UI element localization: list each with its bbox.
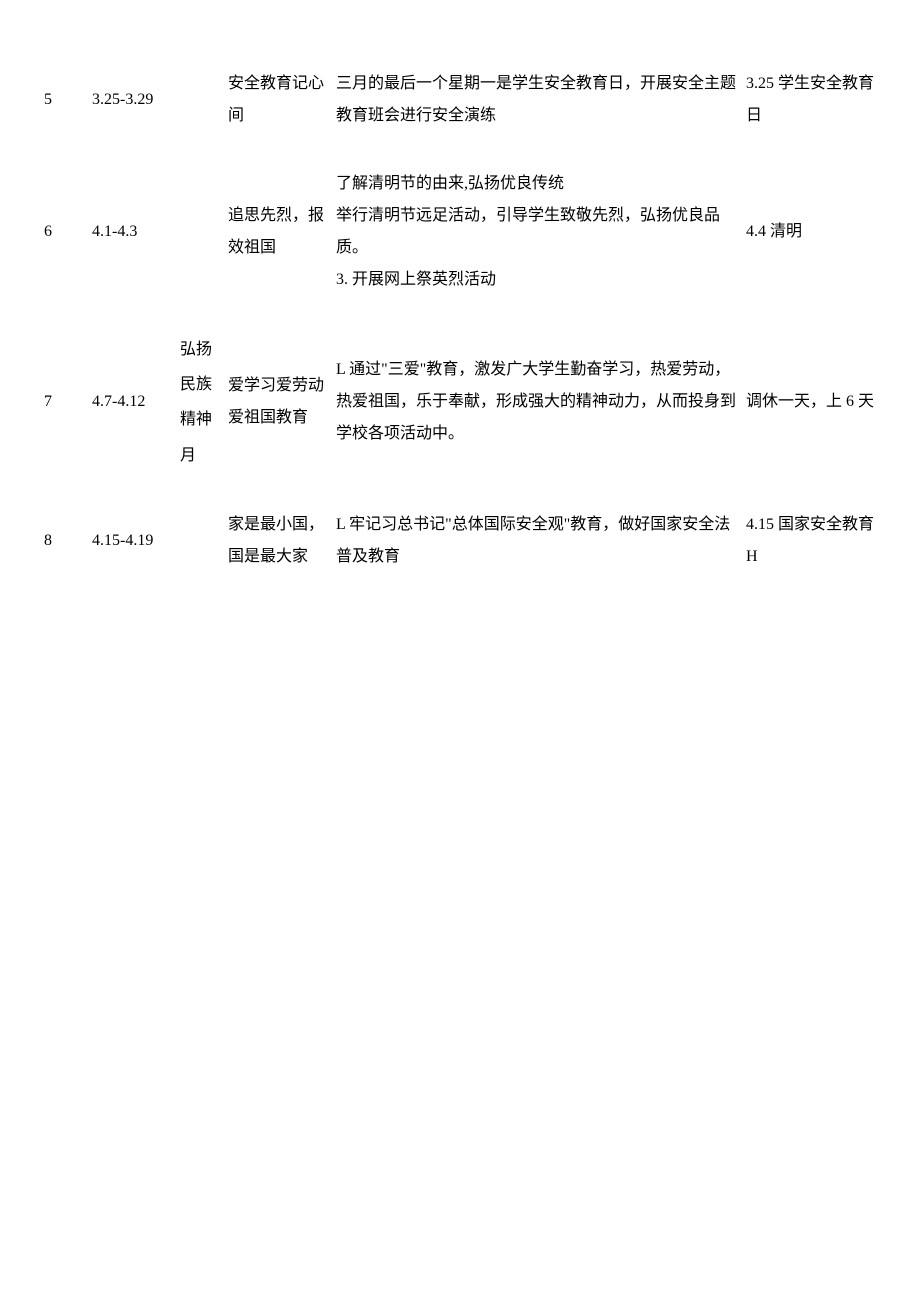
table-row: 6 4.1-4.3 追思先烈，报效祖国 了解清明节的由来,弘扬优良传统 举行清明…	[40, 150, 880, 314]
date-range: 3.25-3.29	[88, 50, 176, 150]
week-theme: 安全教育记心间	[224, 50, 332, 150]
week-theme: 追思先烈，报效祖国	[224, 150, 332, 314]
row-number: 5	[40, 50, 88, 150]
schedule-table: 5 3.25-3.29 安全教育记心间 三月的最后一个星期一是学生安全教育日，开…	[40, 50, 880, 591]
table-row: 5 3.25-3.29 安全教育记心间 三月的最后一个星期一是学生安全教育日，开…	[40, 50, 880, 150]
date-range: 4.7-4.12	[88, 314, 176, 491]
month-theme	[176, 491, 224, 591]
activity-content: L 通过"三爱"教育，激发广大学生勤奋学习，热爱劳动，热爱祖国，乐于奉献，形成强…	[332, 314, 742, 491]
row-number: 7	[40, 314, 88, 491]
note: 4.4 清明	[742, 150, 880, 314]
week-theme: 家是最小国，国是最大家	[224, 491, 332, 591]
week-theme: 爱学习爱劳动爱祖国教育	[224, 314, 332, 491]
month-theme: 弘扬民族精神月	[176, 314, 224, 491]
note: 4.15 国家安全教育 H	[742, 491, 880, 591]
row-number: 6	[40, 150, 88, 314]
date-range: 4.1-4.3	[88, 150, 176, 314]
date-range: 4.15-4.19	[88, 491, 176, 591]
activity-content: 了解清明节的由来,弘扬优良传统 举行清明节远足活动，引导学生致敬先烈，弘扬优良品…	[332, 150, 742, 314]
month-theme	[176, 50, 224, 150]
row-number: 8	[40, 491, 88, 591]
note: 3.25 学生安全教育日	[742, 50, 880, 150]
activity-content: L 牢记习总书记"总体国际安全观"教育，做好国家安全法普及教育	[332, 491, 742, 591]
document-page: 5 3.25-3.29 安全教育记心间 三月的最后一个星期一是学生安全教育日，开…	[0, 0, 920, 641]
table-row: 8 4.15-4.19 家是最小国，国是最大家 L 牢记习总书记"总体国际安全观…	[40, 491, 880, 591]
table-row: 7 4.7-4.12 弘扬民族精神月 爱学习爱劳动爱祖国教育 L 通过"三爱"教…	[40, 314, 880, 491]
note: 调休一天，上 6 天	[742, 314, 880, 491]
activity-content: 三月的最后一个星期一是学生安全教育日，开展安全主题教育班会进行安全演练	[332, 50, 742, 150]
month-theme	[176, 150, 224, 314]
